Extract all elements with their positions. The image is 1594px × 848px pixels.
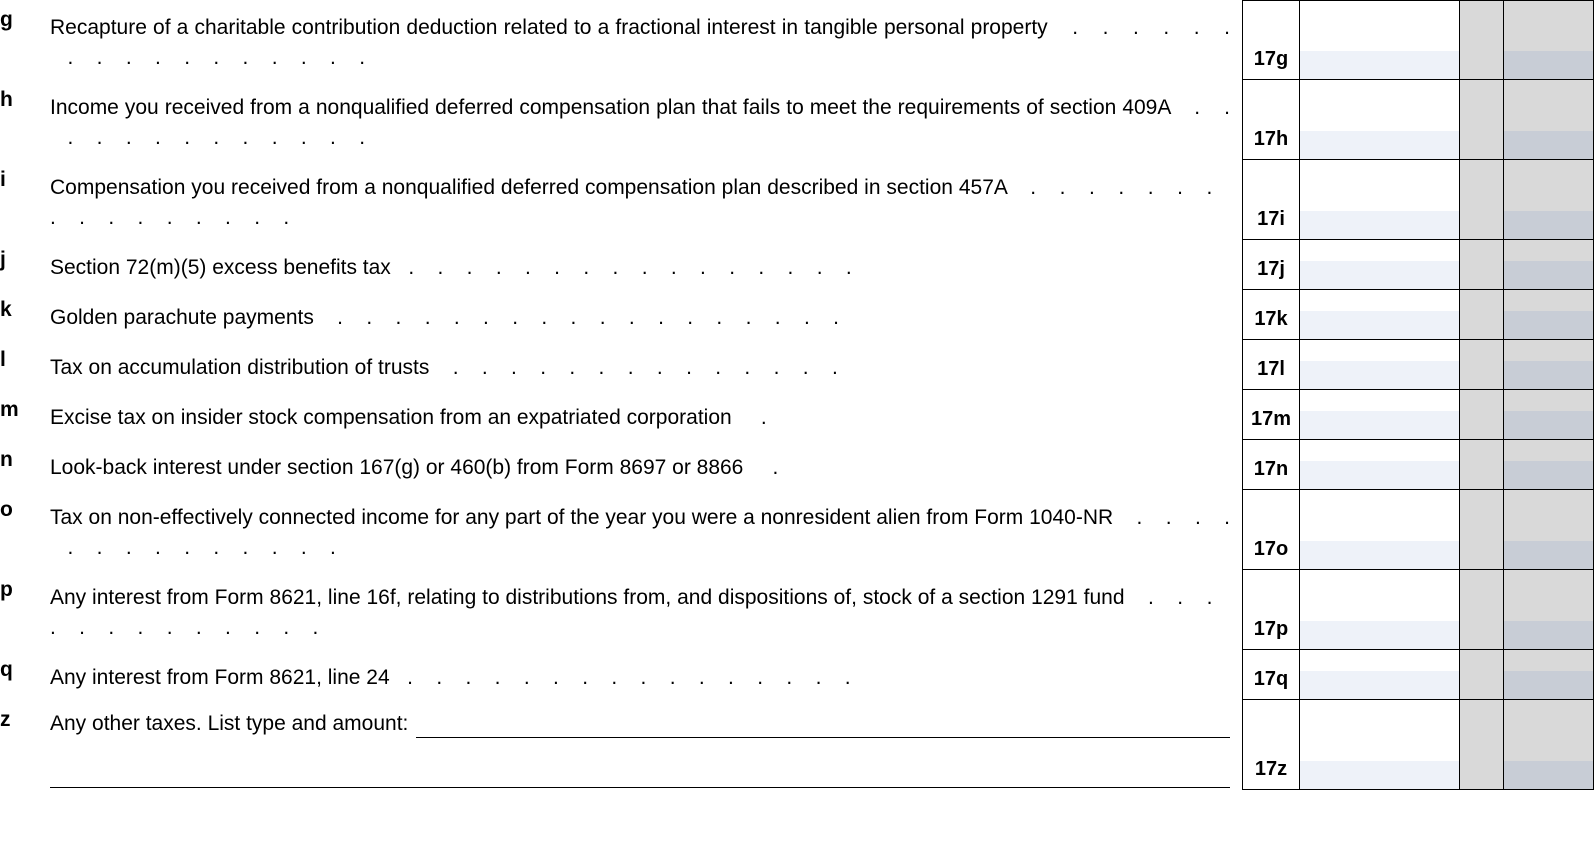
amount-17q[interactable]: [1300, 650, 1460, 700]
gray-col1: [1460, 340, 1504, 390]
line-label-17j: 17j: [1242, 240, 1300, 290]
line-letter-q: q: [0, 650, 50, 682]
line-desc-z: Any other taxes. List type and amount:: [50, 709, 1230, 738]
line-label-17h: 17h: [1242, 80, 1300, 160]
amount-17g[interactable]: [1300, 0, 1460, 80]
gray-col2: [1504, 240, 1594, 290]
line-desc-n: Look-back interest under section 167(g) …: [50, 453, 1230, 482]
line-label-17m: 17m: [1242, 390, 1300, 440]
gray-col2: [1504, 80, 1594, 160]
line-letter-n: n: [0, 440, 50, 472]
line-label-17n: 17n: [1242, 440, 1300, 490]
line-letter-blank: [0, 740, 50, 748]
line-17h-row: h Income you received from a nonqualifie…: [0, 80, 1594, 160]
gray-col1: [1460, 650, 1504, 700]
line-letter-g: g: [0, 0, 50, 32]
line-17o-row: o Tax on non-effectively connected incom…: [0, 490, 1594, 570]
line-label-17i: 17i: [1242, 160, 1300, 240]
gray-col2: [1504, 440, 1594, 490]
line-desc-m: Excise tax on insider stock compensation…: [50, 403, 1230, 432]
line-label-17z-upper: [1242, 700, 1300, 740]
line-17z-row-2: 17z: [0, 740, 1594, 790]
gray-col1: [1460, 240, 1504, 290]
line-label-17p: 17p: [1242, 570, 1300, 650]
gray-col1: [1460, 160, 1504, 240]
line-desc-j: Section 72(m)(5) excess benefits tax . .…: [50, 253, 1230, 282]
gray-col2: [1504, 740, 1594, 790]
gray-col1: [1460, 0, 1504, 80]
gray-col2: [1504, 0, 1594, 80]
gray-col2: [1504, 390, 1594, 440]
line-17n-row: n Look-back interest under section 167(g…: [0, 440, 1594, 490]
amount-17h[interactable]: [1300, 80, 1460, 160]
line-17j-row: j Section 72(m)(5) excess benefits tax .…: [0, 240, 1594, 290]
gray-col1: [1460, 490, 1504, 570]
line-letter-j: j: [0, 240, 50, 272]
line-letter-k: k: [0, 290, 50, 322]
line-desc-l: Tax on accumulation distribution of trus…: [50, 353, 1230, 382]
gray-col2: [1504, 290, 1594, 340]
amount-17o[interactable]: [1300, 490, 1460, 570]
amount-17z-upper: [1300, 700, 1460, 740]
line-desc-g: Recapture of a charitable contribution d…: [50, 13, 1230, 72]
line-desc-o: Tax on non-effectively connected income …: [50, 503, 1230, 562]
line-17m-row: m Excise tax on insider stock compensati…: [0, 390, 1594, 440]
line-label-17o: 17o: [1242, 490, 1300, 570]
gray-col1: [1460, 700, 1504, 740]
line-letter-l: l: [0, 340, 50, 372]
line-17z-row-1: z Any other taxes. List type and amount:: [0, 700, 1594, 740]
gray-col1: [1460, 290, 1504, 340]
gray-col2: [1504, 650, 1594, 700]
line-17k-row: k Golden parachute payments . . . . . . …: [0, 290, 1594, 340]
gray-col2: [1504, 570, 1594, 650]
line-desc-q: Any interest from Form 8621, line 24 . .…: [50, 663, 1230, 692]
gray-col1: [1460, 440, 1504, 490]
line-letter-o: o: [0, 490, 50, 522]
line-letter-p: p: [0, 570, 50, 602]
line-desc-k: Golden parachute payments . . . . . . . …: [50, 303, 1230, 332]
amount-17l[interactable]: [1300, 340, 1460, 390]
line-label-17q: 17q: [1242, 650, 1300, 700]
line-letter-i: i: [0, 160, 50, 192]
line-17i-row: i Compensation you received from a nonqu…: [0, 160, 1594, 240]
gray-col2: [1504, 340, 1594, 390]
gray-col1: [1460, 80, 1504, 160]
amount-17i[interactable]: [1300, 160, 1460, 240]
amount-17p[interactable]: [1300, 570, 1460, 650]
gray-col2: [1504, 160, 1594, 240]
line-desc-i: Compensation you received from a nonqual…: [50, 173, 1230, 232]
amount-17n[interactable]: [1300, 440, 1460, 490]
gray-col1: [1460, 390, 1504, 440]
line-letter-h: h: [0, 80, 50, 112]
lines-area: g Recapture of a charitable contribution…: [0, 0, 1594, 790]
line-label-17l: 17l: [1242, 340, 1300, 390]
amount-17z[interactable]: [1300, 740, 1460, 790]
line-desc-h: Income you received from a nonqualified …: [50, 93, 1230, 152]
other-tax-type-input-2[interactable]: [50, 762, 1230, 788]
line-desc-p: Any interest from Form 8621, line 16f, r…: [50, 583, 1230, 642]
gray-col1: [1460, 740, 1504, 790]
amount-17k[interactable]: [1300, 290, 1460, 340]
line-letter-z: z: [0, 700, 50, 732]
line-17l-row: l Tax on accumulation distribution of tr…: [0, 340, 1594, 390]
line-17g-row: g Recapture of a charitable contribution…: [0, 0, 1594, 80]
line-17q-row: q Any interest from Form 8621, line 24 .…: [0, 650, 1594, 700]
line-17p-row: p Any interest from Form 8621, line 16f,…: [0, 570, 1594, 650]
line-label-17g: 17g: [1242, 0, 1300, 80]
amount-17j[interactable]: [1300, 240, 1460, 290]
gray-col1: [1460, 570, 1504, 650]
other-tax-type-input[interactable]: [416, 712, 1230, 738]
line-letter-m: m: [0, 390, 50, 422]
gray-col2: [1504, 490, 1594, 570]
line-label-17k: 17k: [1242, 290, 1300, 340]
amount-17m[interactable]: [1300, 390, 1460, 440]
form-section: g Recapture of a charitable contribution…: [0, 0, 1594, 790]
gray-col2: [1504, 700, 1594, 740]
line-label-17z: 17z: [1242, 740, 1300, 790]
